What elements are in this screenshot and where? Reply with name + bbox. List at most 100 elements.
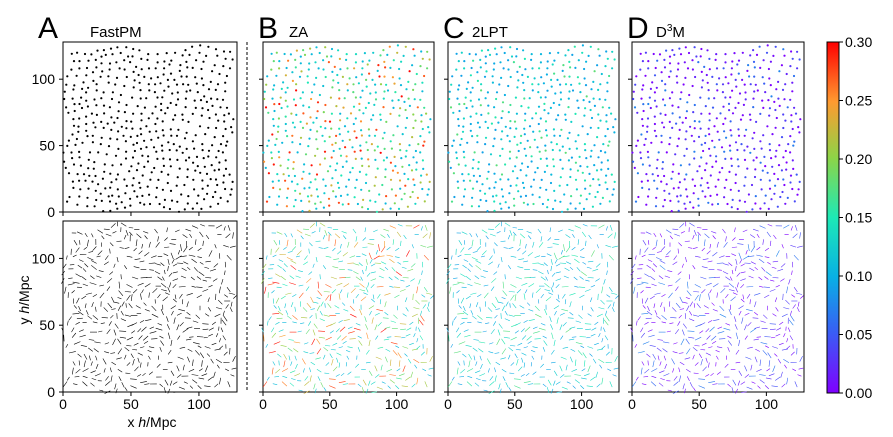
particle-point xyxy=(736,63,739,66)
displacement-vector xyxy=(396,377,402,380)
particle-point xyxy=(218,161,221,164)
particle-point xyxy=(657,151,660,154)
displacement-vector xyxy=(594,321,599,326)
displacement-vector xyxy=(124,247,130,249)
displacement-vector xyxy=(514,353,518,359)
displacement-vector xyxy=(587,313,592,317)
particle-point xyxy=(508,140,511,143)
displacement-vector xyxy=(524,289,528,294)
particle-point xyxy=(486,177,489,180)
panel-title-b: ZA xyxy=(289,24,308,41)
displacement-vector xyxy=(205,365,209,373)
particle-point xyxy=(224,127,227,131)
particle-point xyxy=(671,170,674,173)
particle-point xyxy=(483,75,487,78)
displacement-vector xyxy=(215,359,222,363)
displacement-vector xyxy=(218,345,224,350)
displacement-vector xyxy=(471,239,474,247)
particle-point xyxy=(299,136,303,139)
displacement-vector xyxy=(660,378,665,381)
particle-point xyxy=(597,126,600,130)
particle-point xyxy=(187,195,190,198)
particle-point xyxy=(574,140,577,143)
displacement-vector xyxy=(304,381,310,386)
displacement-vector xyxy=(335,328,340,333)
particle-point xyxy=(361,60,364,63)
displacement-vector xyxy=(462,353,467,358)
displacement-vector xyxy=(700,359,703,366)
y-tick-label: 0 xyxy=(47,384,55,400)
displacement-vector xyxy=(342,235,347,240)
displacement-vector xyxy=(185,338,192,341)
particle-point xyxy=(191,140,194,143)
particle-point xyxy=(213,64,216,67)
displacement-vector xyxy=(187,356,190,363)
particle-point xyxy=(549,181,553,185)
particle-point xyxy=(365,78,368,81)
particle-point xyxy=(163,89,166,92)
displacement-vector xyxy=(663,373,670,377)
particle-point xyxy=(493,209,496,212)
particle-point xyxy=(771,165,774,168)
particle-point xyxy=(132,47,135,51)
particle-point xyxy=(489,153,493,156)
particle-point xyxy=(558,103,561,106)
displacement-vector xyxy=(397,262,402,265)
displacement-vector xyxy=(295,363,298,370)
displacement-vector xyxy=(404,353,408,357)
particle-point xyxy=(774,45,777,48)
particle-point xyxy=(498,83,501,86)
particle-point xyxy=(672,163,675,166)
displacement-vector xyxy=(75,247,80,253)
particle-point xyxy=(164,112,167,115)
displacement-vector xyxy=(73,383,78,385)
particle-point xyxy=(401,133,404,136)
displacement-vector xyxy=(121,301,125,307)
displacement-vector xyxy=(268,351,276,354)
displacement-vector xyxy=(107,302,113,309)
particle-point xyxy=(182,83,185,86)
displacement-vector xyxy=(735,265,737,272)
particle-point xyxy=(564,83,568,86)
displacement-vector xyxy=(343,309,349,312)
displacement-vector xyxy=(592,358,597,364)
particle-point xyxy=(404,126,407,129)
particle-point xyxy=(677,137,680,140)
particle-point xyxy=(452,111,455,114)
particle-point xyxy=(277,150,280,153)
particle-point xyxy=(379,54,382,57)
particle-point xyxy=(793,200,796,203)
displacement-vector xyxy=(698,385,706,389)
displacement-vector xyxy=(495,308,500,310)
particle-point xyxy=(798,180,801,183)
particle-point xyxy=(647,67,650,70)
particle-point xyxy=(698,120,701,123)
displacement-vector xyxy=(374,312,380,316)
displacement-vector xyxy=(493,242,498,247)
particle-point xyxy=(586,165,589,168)
particle-point xyxy=(552,158,555,161)
displacement-vector xyxy=(590,297,593,303)
displacement-vector xyxy=(605,226,608,231)
displacement-vector xyxy=(362,237,367,241)
particle-point xyxy=(85,115,88,118)
particle-point xyxy=(384,168,387,171)
displacement-vector xyxy=(409,342,414,346)
displacement-vector xyxy=(65,343,69,348)
particle-point xyxy=(605,174,608,177)
panel-b-displacements: 0 50 100 xyxy=(259,220,435,412)
displacement-vector xyxy=(416,345,421,350)
particle-point xyxy=(324,127,327,130)
displacement-vector xyxy=(630,278,634,284)
displacement-vector xyxy=(82,368,89,372)
displacement-vector xyxy=(583,360,586,367)
particle-point xyxy=(284,122,287,126)
displacement-vector xyxy=(88,347,93,352)
displacement-vector xyxy=(722,263,729,266)
particle-point xyxy=(191,207,194,210)
particle-point xyxy=(156,117,159,120)
displacement-vector xyxy=(792,233,798,239)
displacement-vector xyxy=(709,243,712,249)
displacement-vector xyxy=(68,277,73,279)
displacement-vector xyxy=(525,243,527,249)
